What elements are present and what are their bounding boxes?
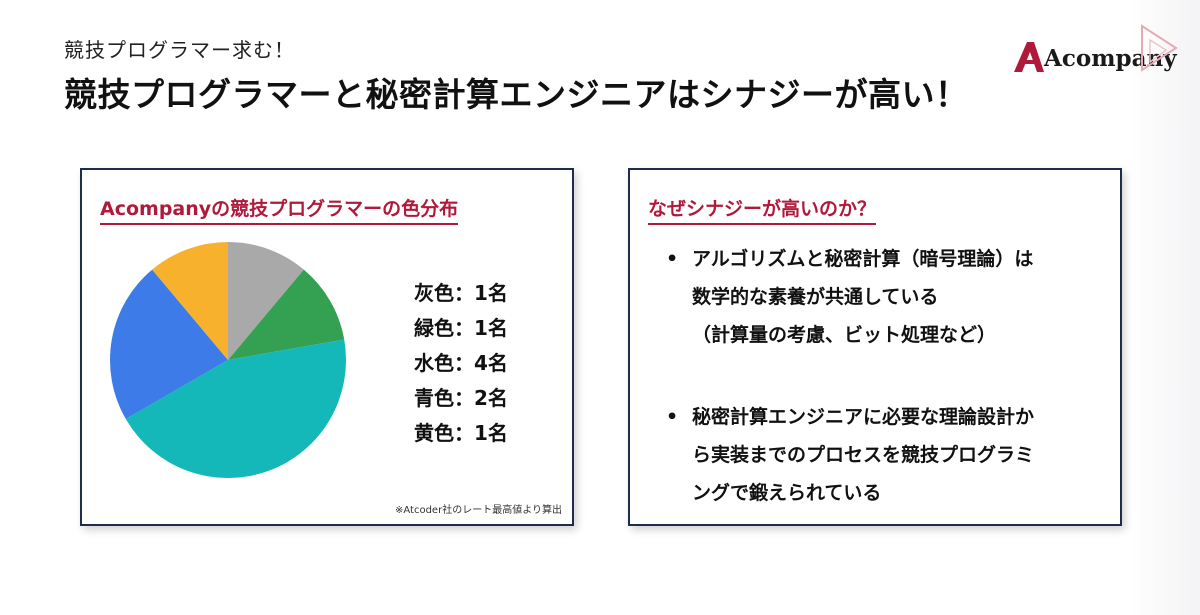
page-title: 競技プログラマーと秘密計算エンジニアはシナジーが高い！ bbox=[64, 75, 969, 114]
card-heading-distribution: Acompanyの競技プログラマーの色分布 bbox=[100, 194, 459, 225]
pie-slice-4 bbox=[110, 269, 228, 419]
reason-item: • 秘密計算エンジニアに必要な理論設計か ら実装までのプロセスを競技プログラミ … bbox=[660, 398, 1110, 512]
footnote: ※Atcoder社のレート最高値より算出 bbox=[395, 505, 562, 516]
reason-line: アルゴリズムと秘密計算（暗号理論）は bbox=[692, 248, 1034, 270]
pie-slice-2 bbox=[228, 269, 345, 360]
legend-item-yellow: 黄色：1名 bbox=[414, 421, 508, 445]
reason-line: （計算量の考慮、ビット処理など） bbox=[692, 324, 997, 346]
reasons-list: • アルゴリズムと秘密計算（暗号理論）は 数学的な素養が共通している （計算量の… bbox=[660, 240, 1110, 512]
bullet-dot: • bbox=[666, 248, 679, 270]
synergy-reasons-card: なぜシナジーが高いのか？ • アルゴリズムと秘密計算（暗号理論）は 数学的な素養… bbox=[628, 168, 1122, 526]
card-heading-reasons: なぜシナジーが高いのか？ bbox=[648, 194, 877, 225]
reason-item: • アルゴリズムと秘密計算（暗号理論）は 数学的な素養が共通している （計算量の… bbox=[660, 240, 1110, 354]
pie-slice-5 bbox=[152, 242, 228, 360]
reason-line: 秘密計算エンジニアに必要な理論設計か bbox=[692, 406, 1035, 428]
pie-slice-3 bbox=[125, 339, 346, 478]
logo-a-icon bbox=[1014, 42, 1044, 72]
legend-item-cyan: 水色：4名 bbox=[414, 351, 508, 375]
legend-item-blue: 青色：2名 bbox=[414, 386, 508, 410]
legend-item-green: 緑色：1名 bbox=[414, 316, 508, 340]
legend-item-gray: 灰色：1名 bbox=[414, 281, 508, 305]
page-subtitle: 競技プログラマー求む！ bbox=[64, 38, 295, 62]
logo-triangle-icon bbox=[1141, 24, 1178, 72]
reason-line: ングで鍛えられている bbox=[692, 482, 882, 504]
color-pie-chart bbox=[110, 242, 346, 478]
color-distribution-card: Acompanyの競技プログラマーの色分布 灰色：1名 緑色：1名 水色：4名 … bbox=[80, 168, 574, 526]
pie-slice-1 bbox=[228, 242, 304, 360]
reason-line: 数学的な素養が共通している bbox=[692, 286, 939, 308]
pie-legend: 灰色：1名 緑色：1名 水色：4名 青色：2名 黄色：1名 bbox=[414, 276, 508, 451]
background-fade bbox=[1130, 0, 1200, 615]
bullet-dot: • bbox=[666, 406, 679, 428]
reason-line: ら実装までのプロセスを競技プログラミ bbox=[692, 444, 1035, 466]
company-logo: Acompany bbox=[1012, 24, 1178, 74]
